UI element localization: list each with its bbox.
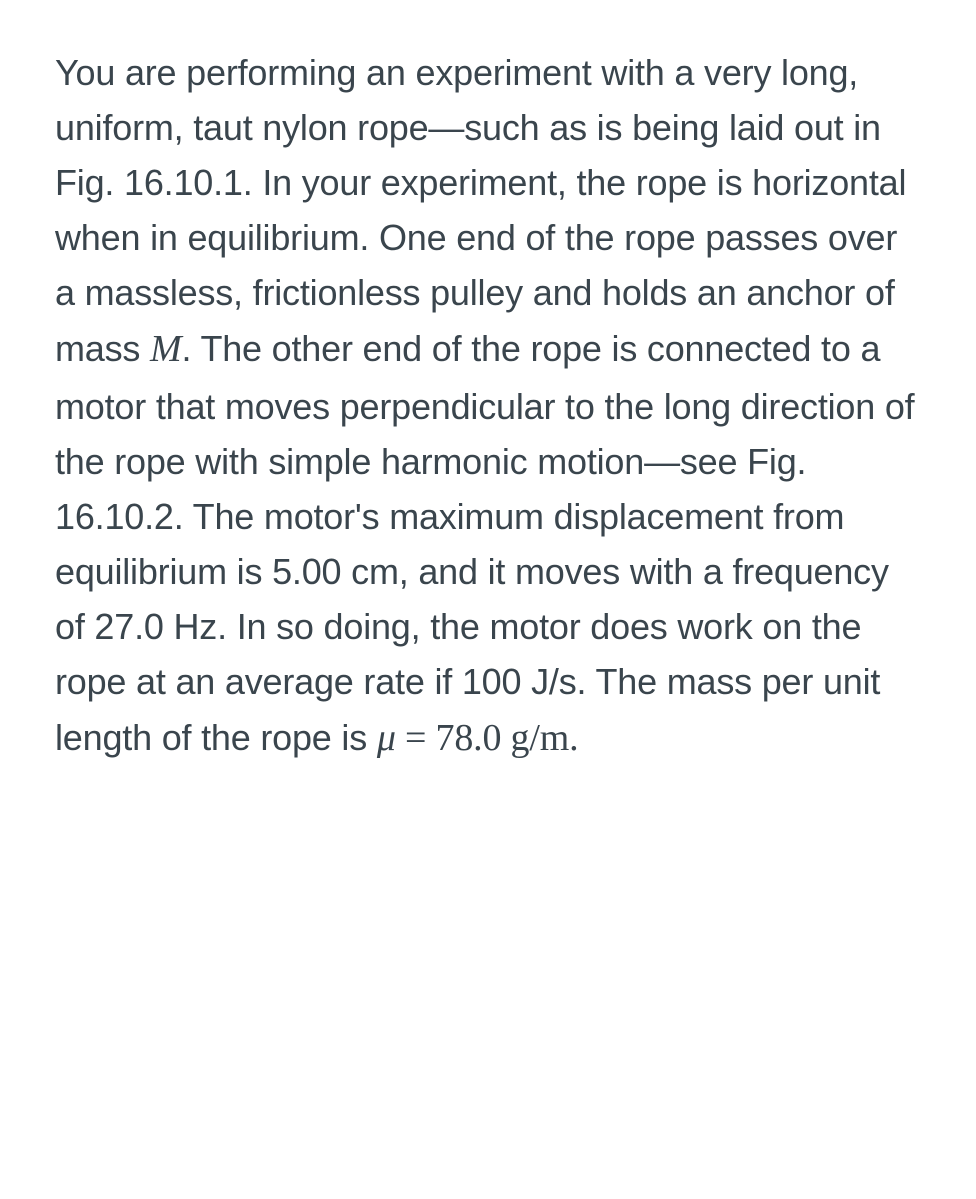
text-part-1: You are performing an experiment with a … xyxy=(55,52,906,369)
problem-statement: You are performing an experiment with a … xyxy=(55,45,921,767)
mu-value: 78.0 xyxy=(436,717,502,759)
equals-sign: = xyxy=(396,717,436,759)
ending-period: . xyxy=(569,717,578,759)
text-part-2: . The other end of the rope is connected… xyxy=(55,328,915,758)
mass-variable: M xyxy=(150,328,181,370)
mu-unit: g/m xyxy=(501,717,569,759)
mu-variable: μ xyxy=(377,717,396,759)
